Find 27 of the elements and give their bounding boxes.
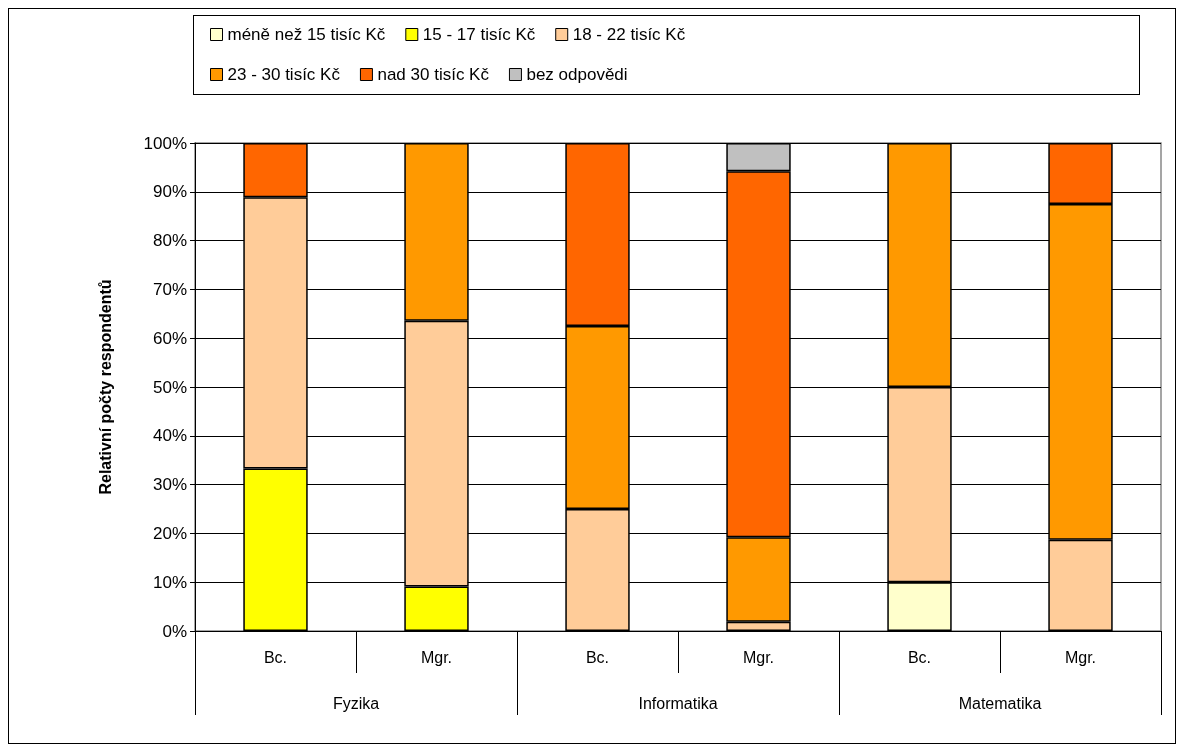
y-tick-label: 20%: [152, 523, 187, 543]
legend-label: 23 - 30 tisíc Kč: [227, 65, 341, 84]
legend-label: 15 - 17 tisíc Kč: [422, 25, 536, 44]
x-tick-label: Mgr.: [742, 648, 775, 666]
x-tick-label: Mgr.: [1064, 648, 1097, 666]
y-tick-label: 40%: [152, 426, 187, 446]
legend-label: 18 - 22 tisíc Kč: [572, 25, 686, 44]
y-tick-label: 90%: [152, 182, 187, 202]
x-tick-label: Bc.: [263, 648, 288, 666]
x-tick-label: Mgr.: [420, 648, 453, 666]
y-tick-label: 50%: [152, 377, 187, 397]
legend-label: méně než 15 tisíc Kč: [227, 25, 386, 44]
y-axis-title: Relativní počty respondentů: [96, 279, 114, 495]
legend-label: nad 30 tisíc Kč: [377, 65, 490, 84]
y-tick-label: 30%: [152, 475, 187, 495]
y-tick-label: 70%: [152, 279, 187, 299]
x-tick-label: Bc.: [907, 648, 932, 666]
y-tick-label: 100%: [143, 133, 187, 153]
y-tick-label: 60%: [152, 328, 187, 348]
y-tick-label: 80%: [152, 231, 187, 251]
x-tick-label: Bc.: [585, 648, 610, 666]
text: Matematika: [958, 694, 1042, 712]
y-tick-label: 0%: [162, 621, 187, 641]
text: Fyzika: [332, 694, 380, 712]
text: Informatika: [638, 694, 718, 712]
legend-label: bez odpovědi: [526, 65, 628, 84]
y-tick-label: 10%: [152, 572, 187, 592]
